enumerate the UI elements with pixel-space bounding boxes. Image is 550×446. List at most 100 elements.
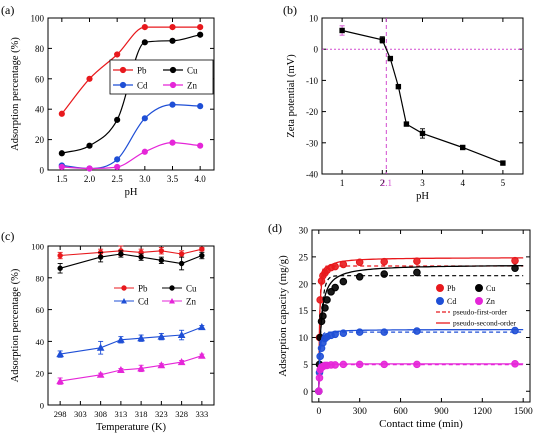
data-point-pb bbox=[57, 252, 63, 259]
data-point-cd bbox=[197, 103, 204, 110]
x-tick-label: 303 bbox=[74, 409, 87, 419]
x-tick-label: 323 bbox=[155, 409, 168, 419]
y-tick-label: 20 bbox=[36, 369, 45, 379]
y-tick-label: 60 bbox=[36, 305, 45, 315]
data-point-zn bbox=[58, 163, 65, 171]
data-point-cd bbox=[114, 156, 121, 163]
x-tick-label: 300 bbox=[353, 407, 368, 417]
pfo-fit-cu bbox=[318, 275, 524, 392]
legend-label-zn: Zn bbox=[186, 297, 196, 307]
data-point-zn bbox=[339, 360, 348, 369]
panel-label: (d) bbox=[268, 221, 282, 235]
x-tick-label: 1500 bbox=[514, 407, 533, 417]
y-tick-label: 10 bbox=[299, 334, 309, 344]
x-axis-label: Contact time (min) bbox=[379, 418, 463, 430]
data-point-cd bbox=[157, 332, 166, 340]
data-point-pb bbox=[199, 246, 205, 252]
legend-marker-zn bbox=[475, 297, 483, 305]
data-point-cd bbox=[331, 330, 339, 339]
x-tick-label: 3.5 bbox=[167, 174, 179, 184]
legend-label-cd: Cd bbox=[137, 81, 148, 91]
data-point-pb bbox=[197, 24, 204, 31]
data-point-cu bbox=[169, 37, 176, 44]
x-axis-label: pH bbox=[416, 191, 429, 202]
panel-label: (b) bbox=[283, 3, 297, 17]
data-point-cu bbox=[413, 268, 421, 277]
data-point-pb bbox=[158, 248, 165, 254]
data-point-cd bbox=[339, 329, 348, 338]
data-point-cu bbox=[323, 296, 331, 304]
y-tick-label: 100 bbox=[31, 242, 44, 252]
data-point-cu bbox=[58, 150, 65, 157]
plot-frame bbox=[311, 229, 531, 403]
legend-marker-zn bbox=[169, 298, 175, 304]
plot-frame bbox=[47, 245, 215, 406]
data-point-zn bbox=[177, 358, 186, 366]
data-point-cu bbox=[511, 264, 519, 272]
data-point-cu bbox=[355, 272, 364, 281]
data-point-cd bbox=[380, 328, 389, 336]
data-point-zn bbox=[141, 148, 148, 155]
pfo-fit-cd bbox=[318, 331, 524, 392]
x-tick-label: 2.5 bbox=[112, 174, 124, 184]
legend-marker-cd bbox=[121, 298, 127, 304]
x-tick-label: 2.0 bbox=[84, 174, 96, 184]
zeta-line bbox=[341, 29, 504, 164]
y-tick-label: 20 bbox=[35, 135, 45, 145]
data-point-cd bbox=[177, 330, 186, 339]
x-axis-label: Temperature (K) bbox=[96, 422, 167, 433]
x-tick-label: 5 bbox=[501, 178, 506, 188]
data-point-cu bbox=[118, 251, 124, 257]
panel-b: (b) 1 22.1 3 4 5 -40 -30 -20 -10 0 10 pH Zeta potenti… bbox=[283, 3, 524, 202]
x-tick-label: 328 bbox=[175, 409, 188, 419]
data-point-zn bbox=[169, 139, 176, 146]
data-point bbox=[460, 144, 466, 151]
data-point-cd bbox=[56, 350, 64, 358]
data-point-cu bbox=[339, 277, 348, 286]
data-point-cd bbox=[137, 334, 145, 342]
x-axis-label: pH bbox=[125, 187, 138, 198]
legend-marker-cu bbox=[169, 66, 177, 74]
data-point-cd bbox=[141, 115, 148, 122]
x-tick-label: 308 bbox=[94, 409, 107, 419]
y-tick-label: 10 bbox=[309, 14, 319, 24]
legend-marker-pb bbox=[121, 285, 127, 291]
data-point-cu bbox=[331, 283, 339, 292]
data-point-cu bbox=[138, 254, 144, 260]
data-point-cu bbox=[199, 252, 205, 259]
legend-label-cu: Cu bbox=[187, 66, 198, 76]
panel-d: (d) 0 300 600 900 1200 1500 0 5 10 15 20 25 30 Contact… bbox=[268, 221, 533, 430]
x-tick-label: 600 bbox=[393, 407, 408, 417]
y-tick-label: 15 bbox=[299, 307, 309, 317]
y-tick-label: 30 bbox=[299, 227, 309, 237]
x-tick-label: 2.1 bbox=[381, 178, 392, 188]
legend-label-cd: Cd bbox=[447, 297, 456, 306]
y-axis-label: Adsorption percentage (%) bbox=[10, 37, 21, 151]
pfo-fit-zn bbox=[318, 364, 524, 392]
panel-label: (a) bbox=[1, 3, 14, 17]
data-point-pb bbox=[339, 260, 348, 269]
data-point bbox=[379, 37, 386, 43]
legend: Pb Cu Cd Zn bbox=[114, 284, 197, 307]
y-tick-label: 5 bbox=[303, 361, 308, 371]
data-point-cu bbox=[114, 116, 121, 123]
data-point bbox=[339, 27, 345, 34]
data-point-zn bbox=[380, 360, 389, 369]
data-point-pb bbox=[316, 296, 324, 304]
y-tick-label: 0 bbox=[314, 45, 319, 55]
plot-frame bbox=[321, 17, 524, 175]
data-point-pb bbox=[141, 24, 148, 31]
data-point-cd bbox=[316, 352, 324, 361]
y-axis-label: Adsorption percentage (%) bbox=[10, 268, 21, 382]
legend-marker-cu bbox=[169, 285, 175, 291]
legend-label-pso: pseudo-second-order bbox=[453, 319, 516, 328]
legend: Pb Cu Cd Zn bbox=[109, 59, 214, 95]
y-axis-label: Zeta potential (mV) bbox=[286, 54, 297, 138]
data-point-zn bbox=[331, 361, 339, 369]
data-point-zn bbox=[315, 374, 324, 382]
pfo-fit-pb bbox=[318, 265, 524, 392]
x-tick-label: 298 bbox=[54, 409, 67, 419]
y-tick-label: -30 bbox=[306, 138, 318, 148]
data-point bbox=[395, 83, 402, 90]
